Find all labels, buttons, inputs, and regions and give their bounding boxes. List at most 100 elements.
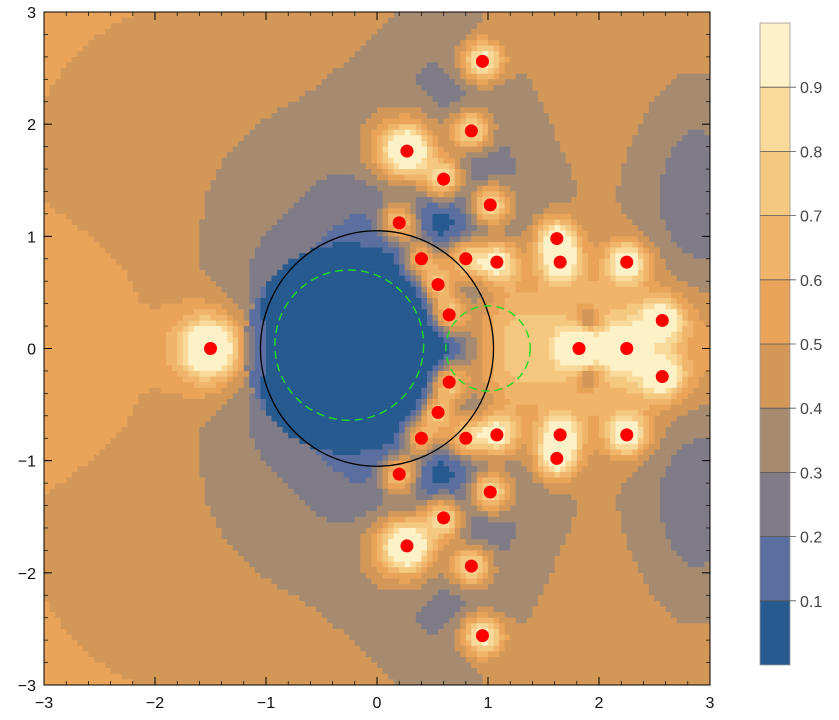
contour-cell: [88, 600, 95, 608]
contour-cell: [166, 612, 173, 619]
contour-cell: [199, 499, 206, 507]
contour-cell: [210, 34, 217, 41]
contour-cell: [66, 348, 73, 355]
contour-cell: [143, 539, 151, 546]
contour-cell: [149, 527, 156, 535]
contour-cell: [88, 124, 95, 131]
contour-cell: [105, 438, 112, 445]
contour-cell: [238, 281, 245, 288]
contour-cell: [132, 668, 139, 675]
contour-cell: [160, 202, 167, 209]
contour-cell: [171, 96, 178, 103]
contour-cell: [266, 258, 273, 265]
contour-cell: [60, 511, 67, 518]
contour-cell: [260, 258, 267, 265]
contour-cell: [49, 208, 56, 215]
contour-cell: [155, 656, 162, 664]
contour-cell: [171, 34, 178, 41]
contour-cell: [227, 382, 234, 389]
contour-cell: [105, 51, 112, 58]
contour-cell: [177, 230, 184, 237]
contour-cell: [44, 365, 51, 372]
contour-cell: [66, 443, 73, 451]
contour-cell: [249, 51, 256, 58]
contour-cell: [216, 258, 223, 265]
contour-cell: [210, 213, 217, 221]
contour-cell: [105, 269, 112, 277]
contour-cell: [182, 483, 189, 490]
contour-cell: [155, 107, 162, 114]
contour-cell: [149, 511, 156, 518]
contour-cell: [166, 213, 173, 221]
contour-cell: [204, 269, 212, 277]
contour-cell: [149, 230, 156, 237]
contour-cell: [105, 79, 112, 86]
contour-cell: [182, 79, 189, 86]
contour-cell: [199, 679, 206, 685]
contour-cell: [127, 247, 134, 254]
contour-cell: [260, 174, 267, 181]
contour-cell: [254, 101, 262, 108]
contour-cell: [171, 303, 178, 310]
contour-cell: [227, 494, 234, 501]
contour-cell: [49, 79, 56, 86]
contour-cell: [199, 662, 206, 669]
contour-cell: [149, 410, 156, 417]
contour-cell: [193, 84, 200, 92]
contour-cell: [55, 152, 62, 159]
contour-cell: [249, 264, 256, 271]
contour-cell: [88, 415, 95, 423]
contour-cell: [149, 421, 156, 428]
contour-cell: [210, 584, 217, 591]
contour-cell: [149, 23, 156, 30]
contour-cell: [238, 73, 245, 80]
contour-cell: [238, 662, 245, 669]
contour-cell: [188, 112, 195, 120]
contour-cell: [82, 241, 89, 249]
contour-cell: [149, 163, 156, 170]
contour-cell: [143, 337, 151, 344]
contour-cell: [227, 342, 234, 350]
contour-cell: [232, 101, 239, 108]
contour-cell: [243, 337, 250, 344]
contour-cell: [77, 90, 84, 97]
contour-cell: [155, 68, 162, 75]
contour-cell: [49, 275, 56, 282]
contour-cell: [266, 140, 273, 148]
contour-cell: [232, 331, 239, 338]
contour-cell: [77, 561, 84, 568]
contour-cell: [138, 511, 145, 518]
contour-cell: [93, 511, 101, 518]
contour-cell: [149, 354, 156, 361]
contour-cell: [143, 202, 151, 209]
contour-cell: [199, 533, 206, 540]
contour-cell: [138, 62, 145, 69]
contour-cell: [127, 370, 134, 378]
contour-cell: [266, 572, 273, 580]
contour-cell: [193, 326, 200, 333]
contour-cell: [143, 483, 151, 490]
contour-cell: [110, 320, 117, 327]
contour-cell: [116, 556, 123, 563]
contour-cell: [49, 365, 56, 372]
contour-cell: [238, 398, 245, 406]
contour-cell: [204, 427, 212, 434]
contour-cell: [143, 449, 151, 456]
contour-cell: [188, 90, 195, 97]
contour-cell: [238, 477, 245, 484]
contour-cell: [55, 286, 62, 294]
contour-cell: [49, 600, 56, 608]
contour-cell: [238, 236, 245, 243]
contour-cell: [193, 382, 200, 389]
contour-cell: [71, 589, 78, 596]
contour-cell: [49, 494, 56, 501]
contour-cell: [260, 197, 267, 204]
contour-cell: [99, 544, 106, 551]
contour-cell: [93, 432, 101, 439]
contour-cell: [71, 595, 78, 602]
contour-cell: [188, 533, 195, 540]
contour-cell: [254, 225, 262, 232]
contour-cell: [177, 466, 184, 473]
contour-cell: [44, 668, 51, 675]
contour-cell: [160, 309, 167, 316]
